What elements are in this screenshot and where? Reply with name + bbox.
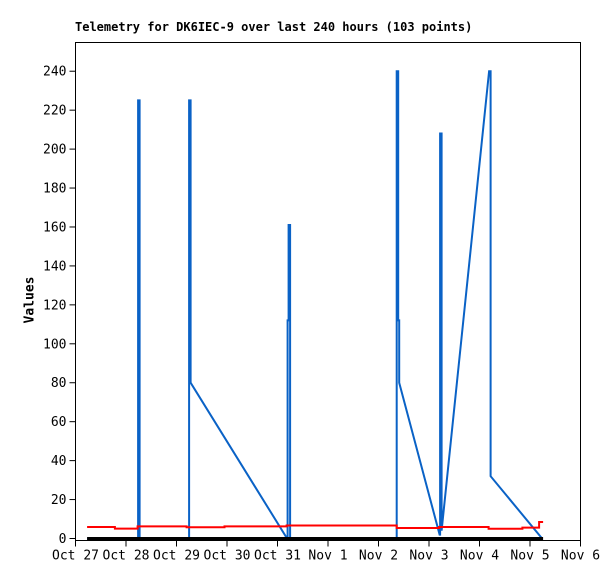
series-line-channel-red [87,521,544,530]
x-tick-label: Nov 1 [308,549,347,564]
y-tick-label: 100 [43,337,66,352]
x-tick-label: Oct 30 [204,549,251,564]
y-tick-label: 220 [43,104,66,119]
y-tick-label: 0 [59,532,67,547]
x-tick-label: Nov 3 [409,549,448,564]
y-tick-label: 60 [51,415,67,430]
x-tick-label: Nov 2 [359,549,398,564]
x-tick-label: Oct 29 [153,549,200,564]
x-tick-label: Oct 31 [254,549,301,564]
y-tick-label: 80 [51,376,67,391]
series-line-channel-blue [87,70,543,540]
x-tick-label: Nov 6 [561,549,600,564]
chart-title: Telemetry for DK6IEC-9 over last 240 hou… [75,20,473,34]
x-tick-label: Oct 27 [52,549,99,564]
y-tick-label: 160 [43,220,66,235]
y-tick-label: 200 [43,143,66,158]
x-tick-label: Oct 28 [103,549,150,564]
y-tick-label: 180 [43,182,66,197]
y-tick-label: 40 [51,454,67,469]
x-tick-label: Nov 5 [510,549,549,564]
y-tick-label: 120 [43,298,66,313]
x-tick-label: Nov 4 [460,549,499,564]
y-tick-label: 240 [43,65,66,80]
plot-border [75,42,581,541]
y-tick-label: 20 [51,493,67,508]
y-tick-label: 140 [43,259,66,274]
